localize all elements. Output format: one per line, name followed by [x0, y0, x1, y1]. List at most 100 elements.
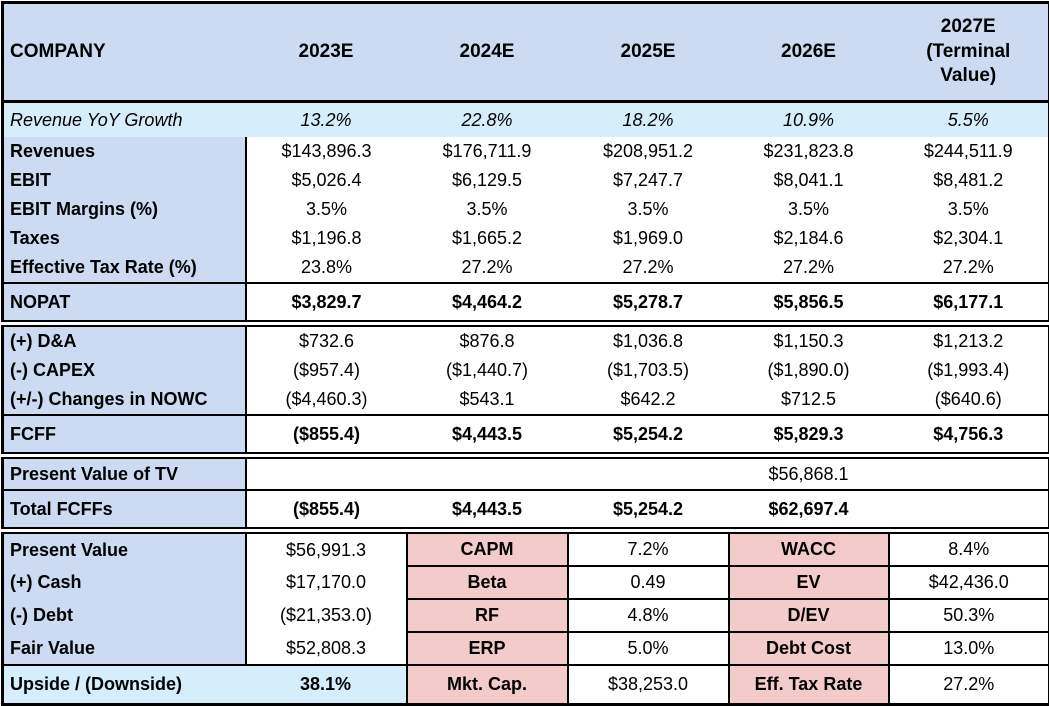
header-2023e[interactable]: 2023E	[246, 3, 407, 102]
cell[interactable]: 3.5%	[407, 195, 568, 224]
cell[interactable]: ($640.6)	[889, 385, 1049, 415]
cell[interactable]: 27.2%	[407, 253, 568, 283]
row-label[interactable]: FCFF	[3, 415, 246, 456]
cell[interactable]: ($1,993.4)	[889, 356, 1049, 385]
row-label[interactable]: NOPAT	[3, 283, 246, 324]
cell[interactable]: 23.8%	[246, 253, 407, 283]
cell[interactable]	[568, 456, 729, 491]
cell[interactable]: 3.5%	[889, 195, 1049, 224]
cell[interactable]: 22.8%	[407, 102, 568, 138]
cell[interactable]: 3.5%	[729, 195, 889, 224]
cell[interactable]: $143,896.3	[246, 137, 407, 166]
cell[interactable]: 13.2%	[246, 102, 407, 138]
cell[interactable]	[246, 456, 407, 491]
assumption-label[interactable]: Mkt. Cap.	[407, 665, 568, 705]
cell[interactable]: $244,511.9	[889, 137, 1049, 166]
row-label[interactable]: EBIT Margins (%)	[3, 195, 246, 224]
assumption-value[interactable]: 27.2%	[889, 665, 1049, 705]
assumption-value[interactable]: 8.4%	[889, 531, 1049, 567]
cell[interactable]	[889, 490, 1049, 531]
row-label[interactable]: Revenues	[3, 137, 246, 166]
assumption-value[interactable]: $38,253.0	[568, 665, 729, 705]
cell[interactable]: ($21,353.0)	[246, 599, 407, 632]
cell[interactable]: $62,697.4	[729, 490, 889, 531]
row-label[interactable]: EBIT	[3, 166, 246, 195]
cell[interactable]: $1,150.3	[729, 324, 889, 357]
cell[interactable]: $732.6	[246, 324, 407, 357]
assumption-value[interactable]: 7.2%	[568, 531, 729, 567]
cell[interactable]: $5,829.3	[729, 415, 889, 456]
cell[interactable]: 3.5%	[568, 195, 729, 224]
cell[interactable]: $4,443.5	[407, 415, 568, 456]
cell[interactable]: $1,969.0	[568, 224, 729, 253]
cell[interactable]: 3.5%	[246, 195, 407, 224]
assumption-label[interactable]: ERP	[407, 632, 568, 665]
cell[interactable]: $1,665.2	[407, 224, 568, 253]
cell[interactable]: $176,711.9	[407, 137, 568, 166]
header-2026e[interactable]: 2026E	[729, 3, 889, 102]
cell[interactable]: $543.1	[407, 385, 568, 415]
header-2025e[interactable]: 2025E	[568, 3, 729, 102]
assumption-label[interactable]: D/EV	[729, 599, 889, 632]
row-label[interactable]: (+/-) Changes in NOWC	[3, 385, 246, 415]
cell[interactable]: $5,254.2	[568, 415, 729, 456]
cell[interactable]: $2,304.1	[889, 224, 1049, 253]
cell[interactable]: $52,808.3	[246, 632, 407, 665]
cell[interactable]: 38.1%	[246, 665, 407, 705]
cell[interactable]: $1,196.8	[246, 224, 407, 253]
cell[interactable]: ($1,703.5)	[568, 356, 729, 385]
cell[interactable]: 10.9%	[729, 102, 889, 138]
assumption-label[interactable]: WACC	[729, 531, 889, 567]
cell[interactable]: ($855.4)	[246, 490, 407, 531]
header-2027e-terminal[interactable]: 2027E (Terminal Value)	[889, 3, 1049, 102]
cell[interactable]: $8,481.2	[889, 166, 1049, 195]
cell[interactable]: $2,184.6	[729, 224, 889, 253]
cell[interactable]: $8,041.1	[729, 166, 889, 195]
header-2024e[interactable]: 2024E	[407, 3, 568, 102]
cell[interactable]: ($855.4)	[246, 415, 407, 456]
cell[interactable]: $17,170.0	[246, 566, 407, 599]
row-label[interactable]: Upside / (Downside)	[3, 665, 246, 705]
cell[interactable]	[889, 456, 1049, 491]
row-label[interactable]: Taxes	[3, 224, 246, 253]
assumption-value[interactable]: 50.3%	[889, 599, 1049, 632]
assumption-label[interactable]: CAPM	[407, 531, 568, 567]
cell[interactable]: $712.5	[729, 385, 889, 415]
cell[interactable]: $5,278.7	[568, 283, 729, 324]
cell[interactable]: $56,868.1	[729, 456, 889, 491]
row-label[interactable]: Effective Tax Rate (%)	[3, 253, 246, 283]
cell[interactable]: $876.8	[407, 324, 568, 357]
row-label[interactable]: Total FCFFs	[3, 490, 246, 531]
cell[interactable]: $642.2	[568, 385, 729, 415]
cell[interactable]: 27.2%	[568, 253, 729, 283]
cell[interactable]: 27.2%	[729, 253, 889, 283]
cell[interactable]: $6,177.1	[889, 283, 1049, 324]
cell[interactable]: $4,443.5	[407, 490, 568, 531]
cell[interactable]: 5.5%	[889, 102, 1049, 138]
row-label[interactable]: Present Value of TV	[3, 456, 246, 491]
cell[interactable]: $5,856.5	[729, 283, 889, 324]
cell[interactable]: $5,026.4	[246, 166, 407, 195]
row-label[interactable]: (-) CAPEX	[3, 356, 246, 385]
row-label[interactable]: (+) Cash	[3, 566, 246, 599]
header-company[interactable]: COMPANY	[3, 3, 246, 102]
cell[interactable]: $56,991.3	[246, 531, 407, 567]
cell[interactable]: ($1,890.0)	[729, 356, 889, 385]
assumption-label[interactable]: Beta	[407, 566, 568, 599]
row-label[interactable]: Present Value	[3, 531, 246, 567]
assumption-value[interactable]: 13.0%	[889, 632, 1049, 665]
row-label[interactable]: Fair Value	[3, 632, 246, 665]
cell[interactable]: ($957.4)	[246, 356, 407, 385]
row-label[interactable]: (-) Debt	[3, 599, 246, 632]
assumption-label[interactable]: Eff. Tax Rate	[729, 665, 889, 705]
assumption-label[interactable]: Debt Cost	[729, 632, 889, 665]
row-label[interactable]: Revenue YoY Growth	[3, 102, 246, 138]
cell[interactable]: $4,756.3	[889, 415, 1049, 456]
cell[interactable]: $6,129.5	[407, 166, 568, 195]
assumption-value[interactable]: 0.49	[568, 566, 729, 599]
cell[interactable]	[407, 456, 568, 491]
assumption-label[interactable]: EV	[729, 566, 889, 599]
cell[interactable]: ($4,460.3)	[246, 385, 407, 415]
row-label[interactable]: (+) D&A	[3, 324, 246, 357]
cell[interactable]: $208,951.2	[568, 137, 729, 166]
